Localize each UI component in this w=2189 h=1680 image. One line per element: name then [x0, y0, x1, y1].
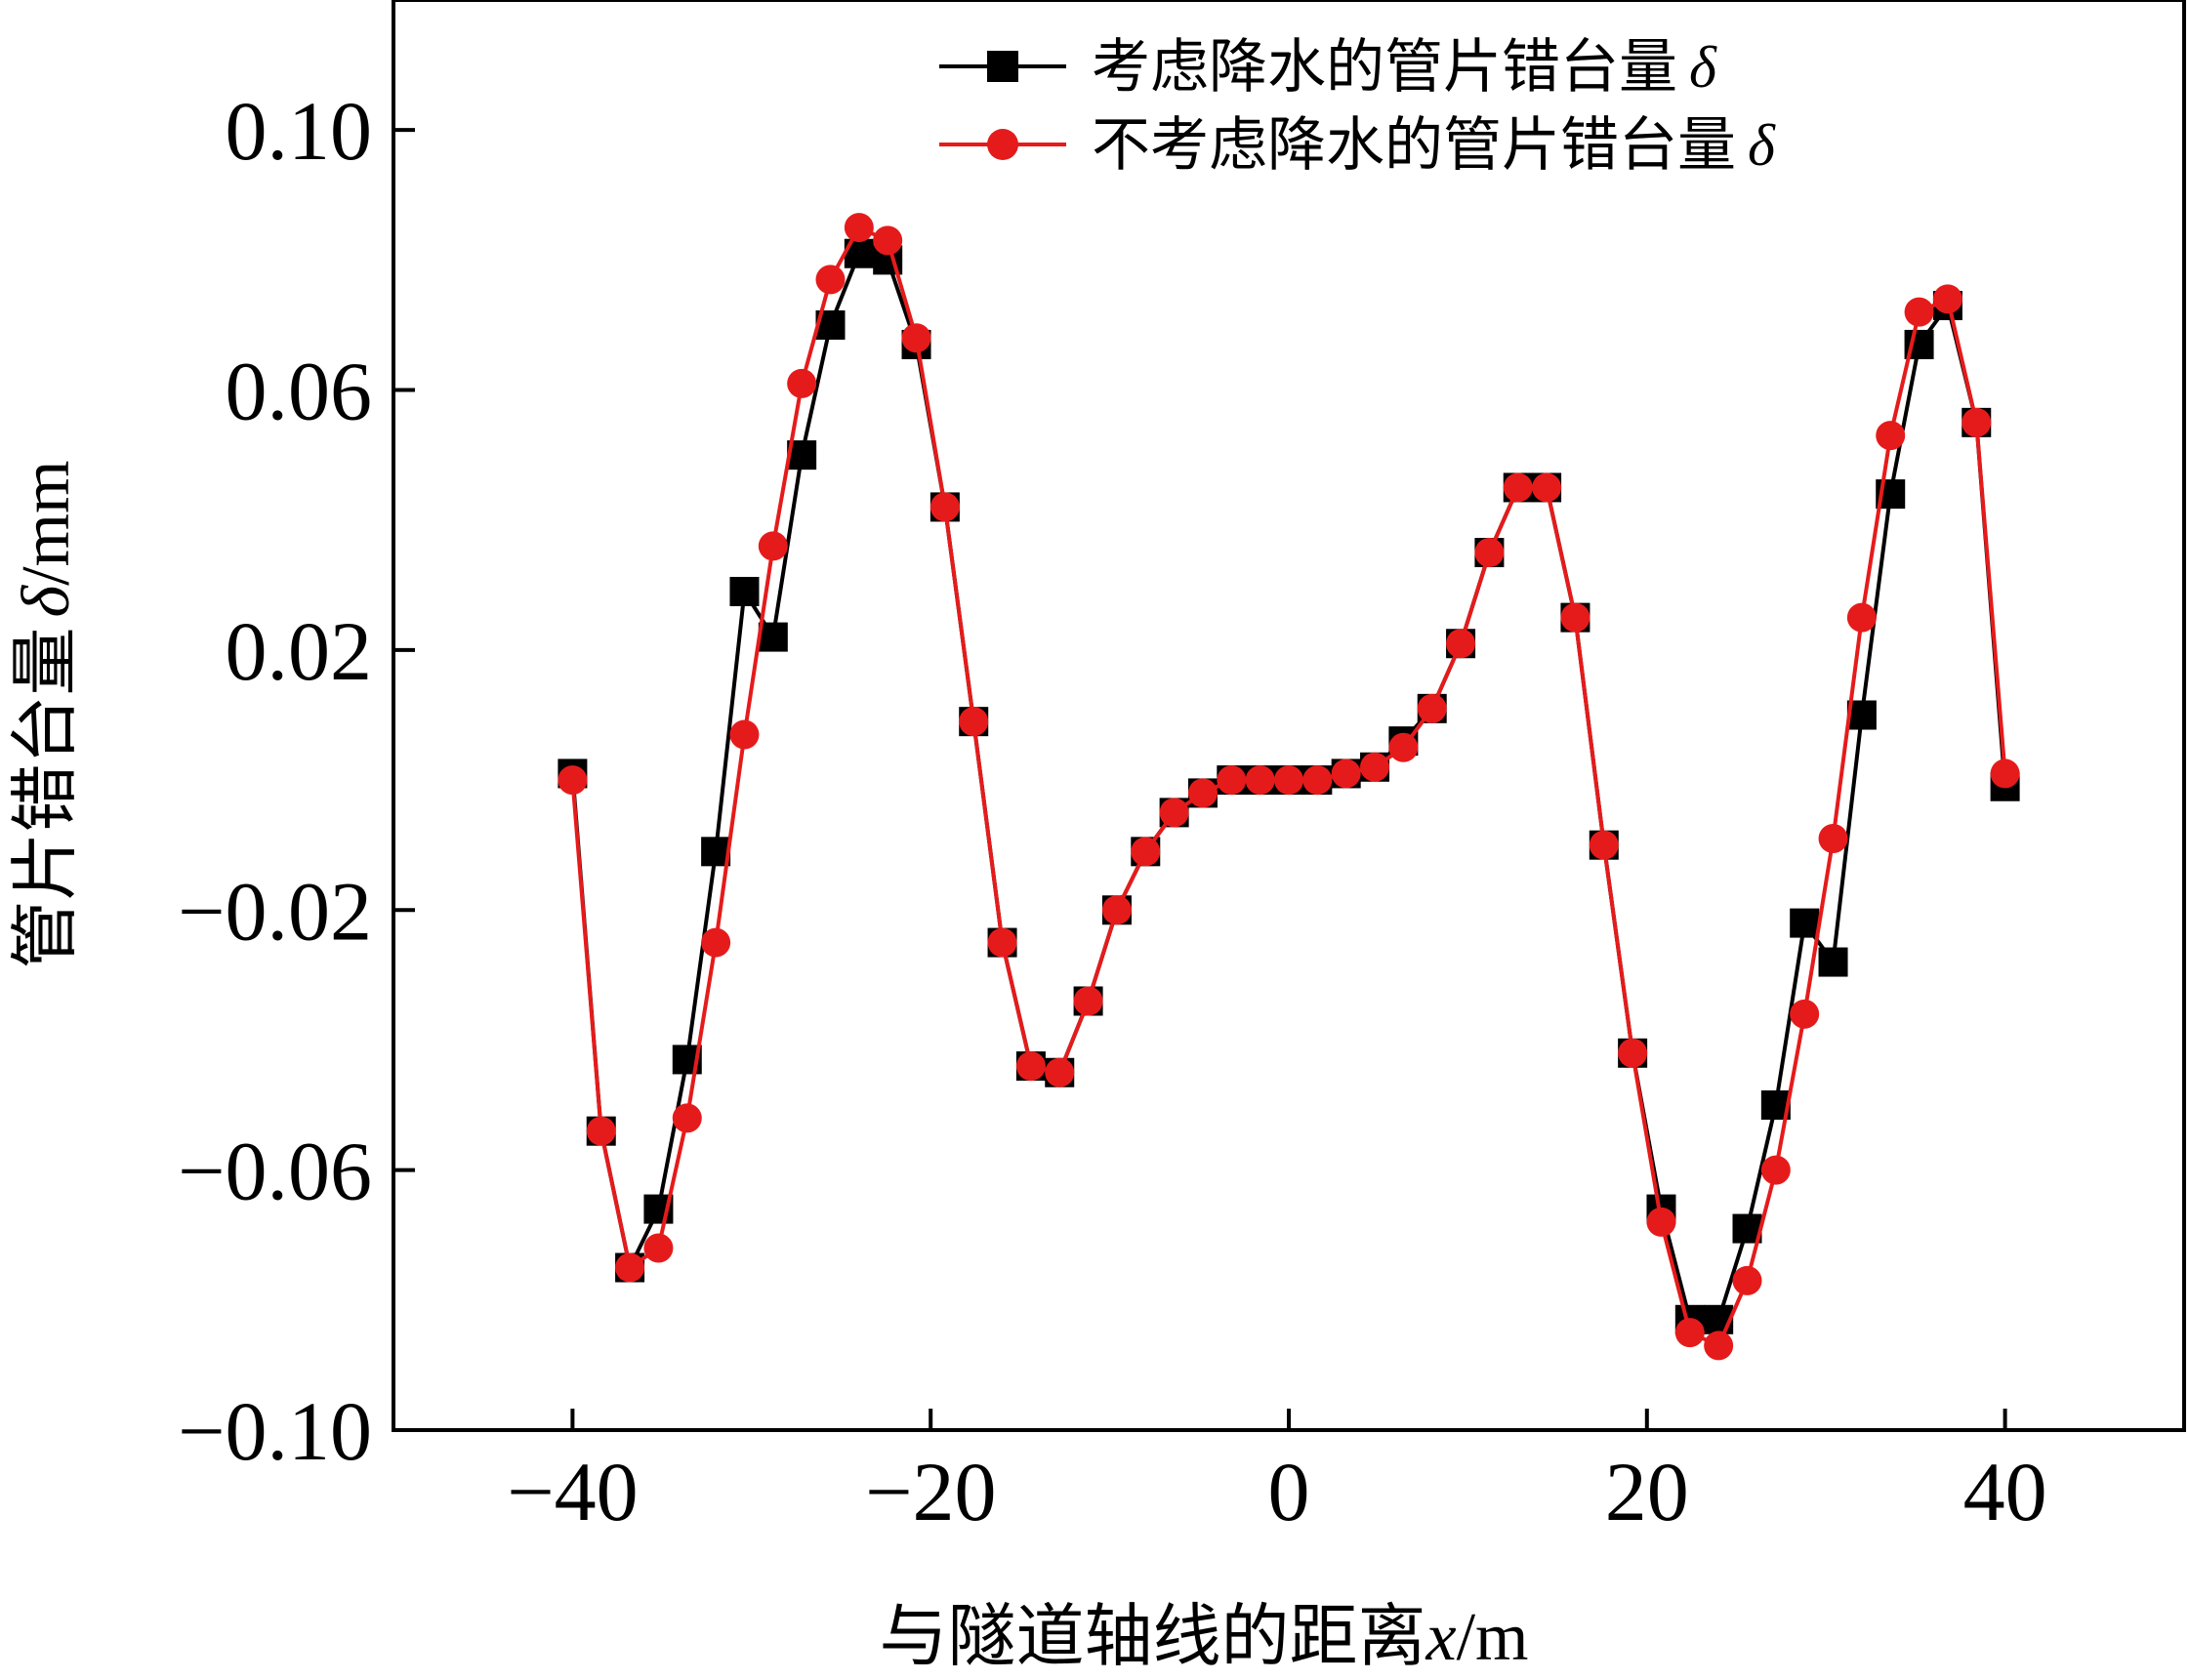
y-axis-ticks: −0.10 −0.06 −0.02 0.02 0.06 0.10: [178, 84, 415, 1478]
series-1-point: [1790, 908, 1820, 938]
x-axis-title: 与隧道轴线的距离x/m: [880, 1596, 1529, 1676]
series-2-point: [1503, 472, 1533, 503]
x-axis-ticks: −40 −20 0 20 40: [507, 1409, 2047, 1538]
series-2-point: [1446, 629, 1476, 659]
series-2-point: [1360, 752, 1390, 782]
series-2-point: [672, 1103, 702, 1133]
y-tick-label: 0.06: [226, 345, 373, 438]
series-2-point: [1073, 986, 1103, 1016]
series-2-point: [1331, 758, 1361, 789]
series-2-point: [729, 719, 760, 750]
series-2-point: [1045, 1057, 1075, 1087]
series-2-point: [929, 492, 960, 522]
series-2-point: [558, 765, 588, 796]
series-2-point: [787, 368, 817, 398]
series-1-point: [758, 622, 788, 652]
legend-marker-series-2: [987, 129, 1018, 160]
series-1-point: [729, 576, 760, 606]
x-tick-label: 20: [1605, 1445, 1689, 1538]
series-2-point: [1818, 824, 1848, 854]
series-2-point: [1674, 1318, 1705, 1348]
y-tick-label: −0.06: [178, 1125, 372, 1218]
legend-label-series-1: 考虑降水的管片错台量 δ: [1092, 33, 1717, 102]
series-2-point: [1417, 693, 1447, 723]
y-tick-label: −0.02: [178, 864, 372, 958]
series-2-point: [1274, 765, 1303, 796]
series-2-point: [1589, 830, 1619, 860]
series-2-point: [1932, 284, 1962, 314]
series-2-point: [901, 323, 931, 353]
series-2: [558, 213, 2020, 1361]
x-tick-label: −40: [507, 1445, 639, 1538]
y-tick-label: −0.10: [178, 1384, 372, 1478]
series-2-point: [643, 1233, 674, 1263]
x-tick-label: 40: [1963, 1445, 2047, 1538]
series-layer: [558, 213, 2020, 1361]
series-2-point: [1474, 538, 1505, 568]
x-tick-label: 0: [1268, 1445, 1310, 1538]
series-2-point: [1760, 1155, 1791, 1185]
series-2-point: [1876, 421, 1906, 451]
series-2-point: [873, 225, 903, 256]
series-2-point: [1532, 472, 1562, 503]
series-2-point: [1245, 765, 1275, 796]
series-2-point: [1618, 1038, 1648, 1068]
series-2-point: [1388, 732, 1419, 762]
series-2-point: [1990, 758, 2020, 789]
series-2-point: [1187, 778, 1218, 808]
series-2-point: [815, 265, 846, 295]
legend-label-series-2: 不考虑降水的管片错台量 δ: [1092, 111, 1776, 180]
legend: 考虑降水的管片错台量 δ 不考虑降水的管片错台量 δ: [939, 33, 1776, 180]
series-2-point: [1904, 297, 1934, 327]
series-2-point: [758, 531, 788, 561]
series-2-point: [1646, 1207, 1676, 1237]
series-2-point: [1131, 837, 1161, 867]
series-1-point: [1818, 947, 1848, 977]
series-2-point: [1101, 895, 1132, 925]
series-2-point: [844, 213, 874, 243]
series-2-point: [615, 1252, 645, 1283]
legend-marker-series-1: [987, 51, 1018, 82]
x-tick-label: −20: [865, 1445, 997, 1538]
series-2-point: [1704, 1331, 1734, 1361]
series-2-point: [1302, 765, 1333, 796]
series-2-point: [987, 927, 1017, 958]
series-2-point: [1217, 765, 1247, 796]
series-2-point: [1015, 1051, 1046, 1082]
y-tick-label: 0.02: [226, 604, 373, 698]
series-2-point: [1732, 1265, 1762, 1295]
y-axis-title: 管片错台量δ/mm: [5, 461, 85, 969]
series-2-point: [586, 1116, 616, 1146]
series-2-point: [959, 707, 989, 737]
series-2-point: [1159, 798, 1189, 828]
series-2-point: [1790, 999, 1820, 1029]
series-2-point: [1962, 407, 1992, 437]
y-tick-label: 0.10: [226, 84, 373, 178]
series-2-point: [701, 927, 731, 958]
series-2-point: [1560, 602, 1590, 633]
series-2-point: [1846, 602, 1877, 633]
